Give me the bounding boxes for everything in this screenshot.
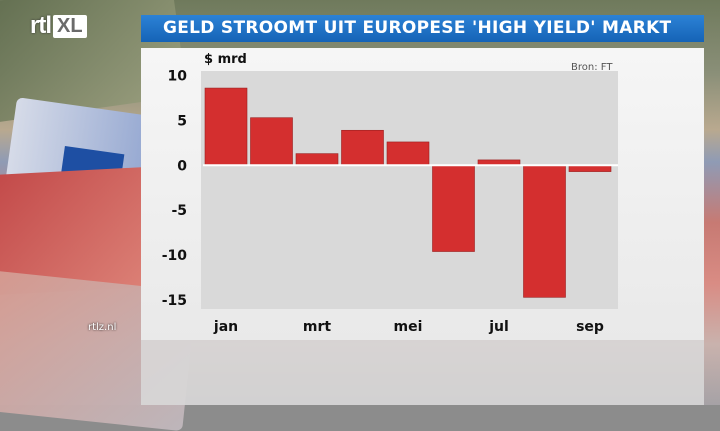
bar-apr [341,129,384,166]
x-tick-label: jan [213,319,238,335]
x-tick-label: mei [394,319,423,335]
x-tick-label: jul [488,319,509,335]
logo-xl: XL [53,14,87,38]
logo-rtl: rtl [30,12,52,39]
y-tick-label: 10 [168,68,188,84]
bar-aug [523,165,566,298]
title-bar: GELD STROOMT UIT EUROPESE 'HIGH YIELD' M… [141,15,704,42]
bar-jun [432,165,475,252]
y-axis-unit: $ mrd [204,52,247,67]
x-tick-label: sep [576,319,604,335]
y-tick-label: -10 [162,248,188,264]
y-tick-label: -15 [162,293,187,309]
y-tick-label: 5 [177,113,187,129]
chart-title: GELD STROOMT UIT EUROPESE 'HIGH YIELD' M… [163,18,672,38]
panel-footer [141,340,704,405]
source-label: Bron: FT [571,62,613,73]
bar-chart: 10 5 0 -5 -10 -15 jan mrt mei jul sep [162,68,618,335]
rtl-xl-logo: rtl XL [30,12,87,39]
y-tick-label: 0 [177,158,187,174]
site-watermark: rtlz.nl [88,322,117,333]
x-tick-label: mrt [303,319,331,335]
bar-mrt [295,153,339,166]
bar-feb [250,117,293,166]
bar-jan [204,87,248,166]
bar-mei [386,141,430,166]
y-tick-label: -5 [171,203,187,219]
